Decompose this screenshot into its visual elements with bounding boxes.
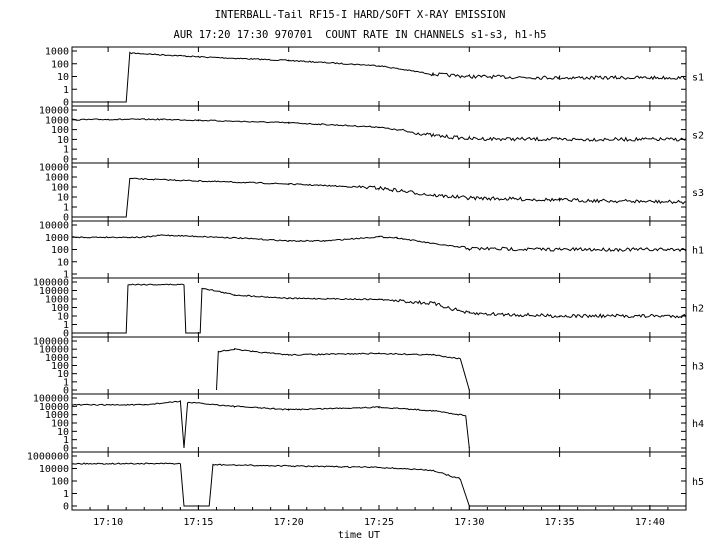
ytick-label-h1: 10: [57, 257, 69, 268]
ytick-label-h4: 1000: [45, 410, 69, 421]
ytick-label-h1: 1: [63, 270, 69, 281]
panel-label-h4: h4: [692, 419, 704, 430]
series-line-h4: [71, 400, 470, 449]
ytick-label-s3: 100: [51, 183, 69, 194]
ytick-label-h2: 0: [63, 329, 69, 340]
ytick-label-s1: 1000: [45, 47, 69, 58]
xtick-label: 17:25: [364, 517, 394, 528]
series-line-s1: [72, 51, 686, 103]
ytick-label-s1: 10: [57, 72, 69, 83]
ytick-label-h4: 10000: [39, 402, 69, 413]
chart-title: INTERBALL-Tail RF15-I HARD/SOFT X-RAY EM…: [214, 9, 506, 21]
ytick-label-s1: 0: [63, 98, 69, 109]
ytick-label-h1: 1000: [45, 233, 69, 244]
ytick-label-s3: 10000: [39, 163, 69, 174]
series-line-s3: [72, 177, 687, 218]
ytick-label-h1: 10000: [39, 221, 69, 232]
xtick-label: 17:20: [274, 517, 304, 528]
ytick-label-h5: 10000: [39, 464, 69, 475]
ytick-label-h2: 100: [51, 303, 69, 314]
ytick-label-h2: 1: [63, 320, 69, 331]
ytick-label-h2: 1000: [45, 295, 69, 306]
ytick-label-h5: 0: [63, 502, 69, 513]
panel-label-h2: h2: [692, 304, 704, 315]
ytick-label-s2: 1: [63, 145, 69, 156]
x-axis-label: time UT: [338, 530, 380, 541]
panel-frame-h3: [71, 336, 687, 395]
ytick-label-h2: 10000: [39, 286, 69, 297]
ytick-label-h5: 1: [63, 489, 69, 500]
ytick-label-h2: 10: [57, 312, 69, 323]
ytick-label-h3: 1000: [45, 353, 69, 364]
ytick-label-s2: 100: [51, 125, 69, 136]
panel-frame-s2: [71, 105, 687, 164]
panel-frame-s3: [71, 162, 687, 222]
ytick-label-h3: 0: [63, 386, 69, 397]
ytick-label-h4: 0: [63, 444, 69, 455]
series-line-s2: [72, 118, 687, 142]
ytick-label-h2: 100000: [33, 278, 69, 289]
ytick-label-h3: 100000: [33, 337, 69, 348]
ytick-label-s1: 1: [63, 85, 69, 96]
panel-frame-s1: [71, 46, 687, 107]
xtick-label: 17:30: [454, 517, 484, 528]
xtick-label: 17:10: [93, 517, 123, 528]
ytick-label-h3: 10000: [39, 345, 69, 356]
ytick-label-h3: 1: [63, 377, 69, 388]
ytick-label-s3: 0: [63, 213, 69, 224]
panel-label-h5: h5: [692, 477, 704, 488]
ytick-label-s2: 0: [63, 155, 69, 166]
ytick-label-s2: 10: [57, 135, 69, 146]
panel-label-h1: h1: [692, 246, 704, 257]
ytick-label-s2: 1000: [45, 115, 69, 126]
xtick-label: 17:15: [183, 517, 213, 528]
panel-label-s1: s1: [692, 73, 704, 84]
series-line-h2: [72, 283, 687, 334]
series-line-h1: [71, 234, 687, 253]
ytick-label-h3: 10: [57, 369, 69, 380]
xtick-label: 17:35: [545, 517, 575, 528]
series-line-h5: [71, 462, 686, 507]
ytick-label-s3: 1: [63, 203, 69, 214]
xtick-label: 17:40: [635, 517, 665, 528]
panel-label-s3: s3: [692, 188, 704, 199]
ytick-label-h5: 1000000: [27, 452, 69, 463]
ytick-label-s2: 10000: [39, 106, 69, 117]
ytick-label-s3: 1000: [45, 173, 69, 184]
chart-subtitle: AUR 17:20 17:30 970701 COUNT RATE IN CHA…: [173, 29, 547, 41]
panel-label-s2: s2: [692, 131, 704, 142]
panel-frame-h2: [71, 277, 687, 338]
ytick-label-s3: 10: [57, 193, 69, 204]
panel-label-h3: h3: [692, 362, 704, 373]
ytick-label-h1: 100: [51, 245, 69, 256]
series-line-h3: [216, 348, 470, 391]
ytick-label-h4: 1: [63, 435, 69, 446]
ytick-label-h4: 100: [51, 419, 69, 430]
panel-frame-h5: [71, 451, 687, 511]
ytick-label-s1: 100: [51, 59, 69, 70]
ytick-label-h3: 100: [51, 361, 69, 372]
ytick-label-h4: 100000: [33, 394, 69, 405]
ytick-label-h4: 10: [57, 427, 69, 438]
ytick-label-h5: 100: [51, 477, 69, 488]
